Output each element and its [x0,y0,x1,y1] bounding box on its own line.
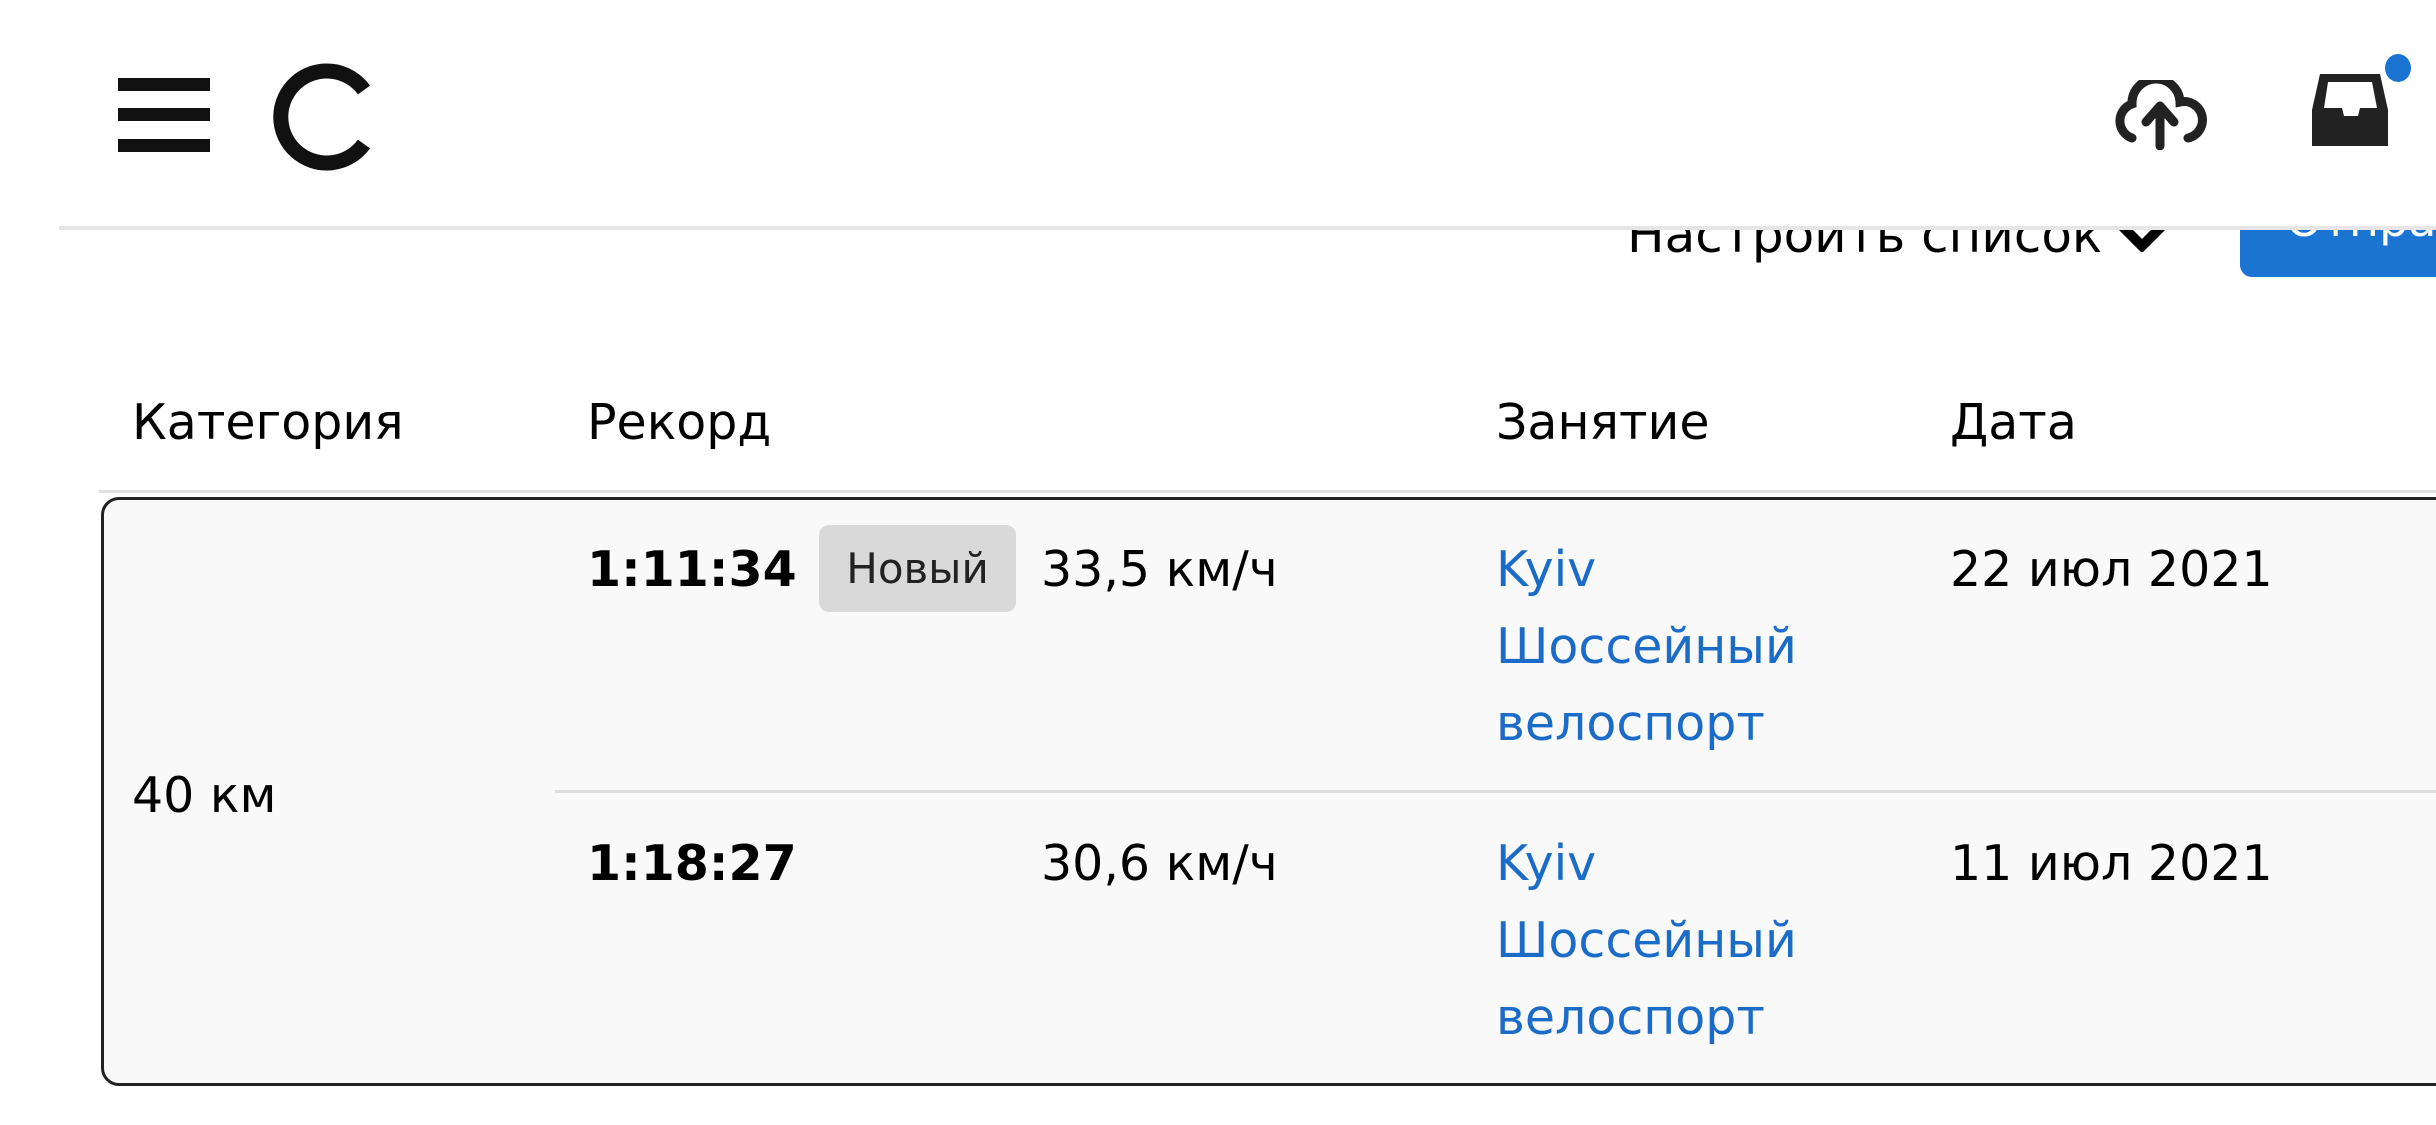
column-header-record[interactable]: Рекорд [587,394,772,451]
column-header-category[interactable]: Категория [132,394,404,451]
header-row-divider [99,490,2436,493]
new-badge: Новый [819,525,1016,612]
inbox-icon[interactable] [2310,72,2392,146]
chevron-down-icon [2116,220,2168,252]
activity-type-line1: Шоссейный [1496,618,1797,675]
header-divider [59,226,2436,230]
record-time: 1:11:34 [587,541,797,598]
brand-logo-icon[interactable] [264,62,376,172]
notification-dot [2385,54,2411,82]
record-date: 11 июл 2021 [1950,835,2273,892]
activity-name: Kyiv [1496,835,1597,892]
activity-type-line2: велоспорт [1496,989,1765,1046]
activity-link[interactable]: Kyiv Шоссейный велоспорт [1496,531,1797,762]
activity-link[interactable]: Kyiv Шоссейный велоспорт [1496,825,1797,1056]
record-date: 22 июл 2021 [1950,541,2273,598]
column-header-date[interactable]: Дата [1950,394,2077,451]
cloud-upload-icon[interactable] [2110,74,2210,151]
category-cell: 40 км [132,767,277,824]
column-header-activity[interactable]: Занятие [1496,394,1710,451]
record-speed: 33,5 км/ч [1041,541,1278,598]
record-time: 1:18:27 [587,835,797,892]
activity-type-line2: велоспорт [1496,695,1765,752]
activity-type-line1: Шоссейный [1496,912,1797,969]
activity-name: Kyiv [1496,541,1597,598]
row-divider [555,790,2436,793]
hamburger-menu-icon[interactable] [118,78,210,152]
top-header [0,0,2436,228]
record-speed: 30,6 км/ч [1041,835,1278,892]
